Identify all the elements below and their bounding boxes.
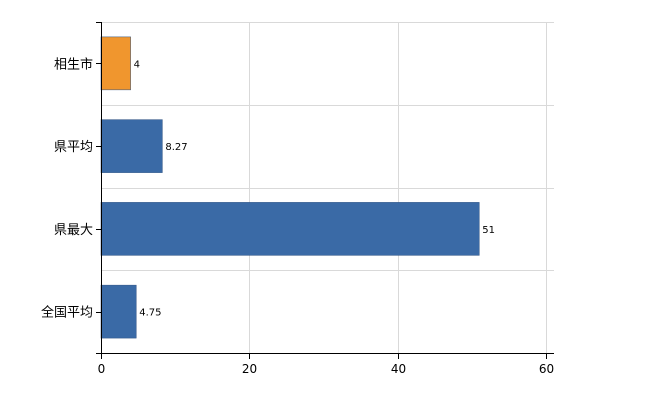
x-tick-label-0: 0 bbox=[98, 362, 106, 376]
category-label-1: 県平均 bbox=[54, 140, 93, 155]
labels: 4 相生市 8.27 県平均 51 県最大 4.75 全国平均 0 20 40 60 bbox=[41, 56, 554, 376]
category-label-3: 全国平均 bbox=[41, 305, 93, 321]
data-label-3: 4.75 bbox=[139, 308, 161, 319]
category-label-2: 県最大 bbox=[54, 223, 93, 238]
x-tick-label-3: 60 bbox=[539, 362, 554, 376]
axes bbox=[96, 22, 554, 359]
bar-0 bbox=[100, 36, 131, 91]
data-label-2: 51 bbox=[482, 225, 495, 236]
bar-3 bbox=[100, 284, 137, 339]
x-tick-label-2: 40 bbox=[391, 362, 406, 376]
bars bbox=[100, 36, 480, 339]
category-label-0: 相生市 bbox=[54, 56, 93, 72]
bar-1 bbox=[100, 119, 163, 173]
grid-lines bbox=[101, 22, 554, 354]
bar-2 bbox=[100, 202, 480, 256]
data-label-0: 4 bbox=[134, 59, 140, 70]
data-label-1: 8.27 bbox=[165, 142, 187, 153]
x-tick-label-1: 20 bbox=[242, 362, 257, 376]
